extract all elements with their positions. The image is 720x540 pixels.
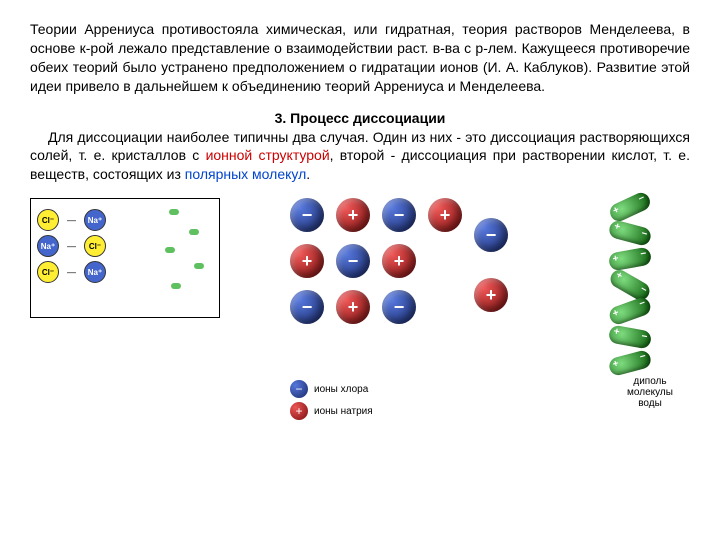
water-dipole-icon (169, 209, 179, 215)
chlorine-ion: − (382, 290, 416, 324)
legend-sodium: + ионы натрия (290, 402, 373, 420)
cl-ion: Cl⁻ (84, 235, 106, 257)
na-ion: Na⁺ (84, 261, 106, 283)
chlorine-ion: − (382, 198, 416, 232)
sodium-ion: + (474, 278, 508, 312)
water-dipole-icon (171, 283, 181, 289)
chlorine-ion: − (474, 218, 508, 252)
sodium-ion: + (336, 198, 370, 232)
legend-chlorine: − ионы хлора (290, 380, 373, 398)
na-ion: Na⁺ (37, 235, 59, 257)
dipole-column (570, 198, 690, 372)
hydration-diagram: −+−++−+−−+−+ − ионы хлора + ионы натрия … (290, 198, 690, 420)
plus-icon: + (290, 402, 308, 420)
sodium-ion: + (290, 244, 324, 278)
legend-dipole-l2: молекулы (627, 387, 673, 398)
legend-dipole: диполь молекулы воды (610, 376, 690, 420)
water-dipole (607, 190, 653, 224)
water-dipole (607, 219, 652, 247)
cl-ion: Cl⁻ (37, 209, 59, 231)
p2-text-c: . (306, 166, 310, 182)
section-heading: 3. Процесс диссоциации (30, 110, 690, 126)
chlorine-ion: − (290, 290, 324, 324)
legend-sodium-label: ионы натрия (314, 406, 373, 417)
diagrams-row: Cl⁻ — Na⁺ Na⁺ — Cl⁻ Cl⁻ — Na⁺ −+−++−+−−+… (30, 198, 690, 420)
na-ion: Na⁺ (84, 209, 106, 231)
water-dipole (608, 247, 652, 272)
water-dipole-icon (165, 247, 175, 253)
legend-dipole-l3: воды (638, 398, 662, 409)
sodium-ion: + (382, 244, 416, 278)
p2-polar-term: полярных молекул (185, 166, 306, 182)
minus-icon: − (290, 380, 308, 398)
water-dipole-icon (194, 263, 204, 269)
chlorine-ion: − (336, 244, 370, 278)
p2-ionic-term: ионной структурой (206, 147, 330, 163)
water-dipole (607, 349, 652, 377)
nacl-crystal-diagram: Cl⁻ — Na⁺ Na⁺ — Cl⁻ Cl⁻ — Na⁺ (30, 198, 220, 318)
cl-ion: Cl⁻ (37, 261, 59, 283)
legend-dipole-l1: диполь (633, 376, 666, 387)
chlorine-ion: − (290, 198, 324, 232)
paragraph-2: Для диссоциации наиболее типичны два слу… (30, 128, 690, 185)
water-dipole (608, 325, 652, 350)
water-dipole-icon (189, 229, 199, 235)
ion-cluster: −+−++−+−−+−+ (290, 198, 540, 358)
sodium-ion: + (428, 198, 462, 232)
legend-chlorine-label: ионы хлора (314, 384, 368, 395)
water-dipole (607, 296, 653, 327)
paragraph-1: Теории Аррениуса противостояла химическа… (30, 20, 690, 96)
sodium-ion: + (336, 290, 370, 324)
